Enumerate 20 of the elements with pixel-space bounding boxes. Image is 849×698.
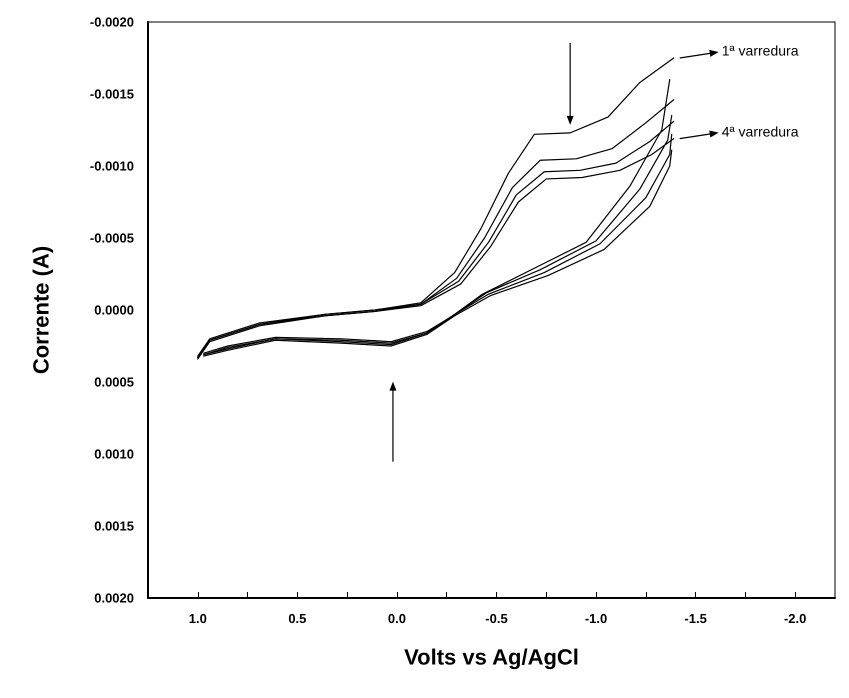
x-axis-title: Volts vs Ag/AgCl: [404, 644, 579, 670]
y-tick-label: 0.0010: [94, 446, 134, 462]
y-tick-label: 0.0020: [94, 590, 134, 606]
y-tick-label: -0.0005: [90, 230, 134, 246]
y-tick-label: -0.0020: [90, 14, 134, 30]
y-tick-label: -0.0010: [90, 158, 134, 174]
y-tick-label: -0.0015: [90, 86, 134, 102]
y-tick-label: 0.0000: [94, 302, 134, 318]
y-axis-title: Corrente (A): [28, 246, 54, 374]
annotation: 1ª varredura: [722, 42, 799, 59]
x-tick-label: -0.5: [485, 611, 508, 626]
annotation: 4ª varredura: [722, 123, 799, 140]
y-tick-label: 0.0005: [94, 374, 134, 390]
x-tick-label: 1.0: [188, 611, 207, 626]
x-tick-label: 0.0: [388, 611, 406, 626]
x-tick-label: -2.0: [784, 611, 806, 626]
x-tick-label: -1.0: [584, 611, 608, 626]
x-tick-label: 0.5: [288, 611, 306, 626]
y-tick-label: 0.0015: [94, 518, 134, 534]
x-tick-label: -1.5: [684, 611, 707, 626]
